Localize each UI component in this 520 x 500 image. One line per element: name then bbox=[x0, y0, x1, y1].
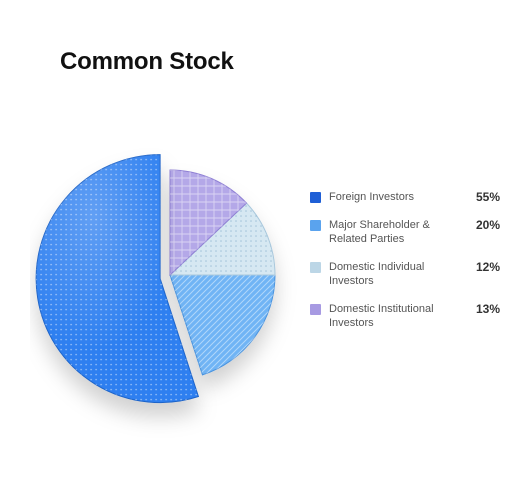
legend: Foreign Investors 55% Major Shareholder … bbox=[310, 190, 500, 344]
legend-item: Domestic Individual Investors 12% bbox=[310, 260, 500, 288]
legend-label: Major Shareholder & Related Parties bbox=[329, 218, 470, 246]
legend-swatch bbox=[310, 262, 321, 273]
legend-swatch bbox=[310, 192, 321, 203]
legend-item: Major Shareholder & Related Parties 20% bbox=[310, 218, 500, 246]
pie-svg bbox=[30, 130, 310, 440]
pie-chart bbox=[30, 130, 310, 410]
legend-item: Foreign Investors 55% bbox=[310, 190, 500, 204]
legend-value: 12% bbox=[476, 260, 500, 274]
legend-label: Domestic Institutional Investors bbox=[329, 302, 470, 330]
legend-swatch bbox=[310, 304, 321, 315]
legend-label: Domestic Individual Investors bbox=[329, 260, 470, 288]
legend-swatch bbox=[310, 220, 321, 231]
legend-value: 20% bbox=[476, 218, 500, 232]
legend-item: Domestic Institutional Investors 13% bbox=[310, 302, 500, 330]
chart-container: Common Stock bbox=[0, 0, 520, 500]
legend-value: 13% bbox=[476, 302, 500, 316]
chart-title: Common Stock bbox=[60, 48, 234, 76]
legend-value: 55% bbox=[476, 190, 500, 204]
legend-label: Foreign Investors bbox=[329, 190, 470, 204]
